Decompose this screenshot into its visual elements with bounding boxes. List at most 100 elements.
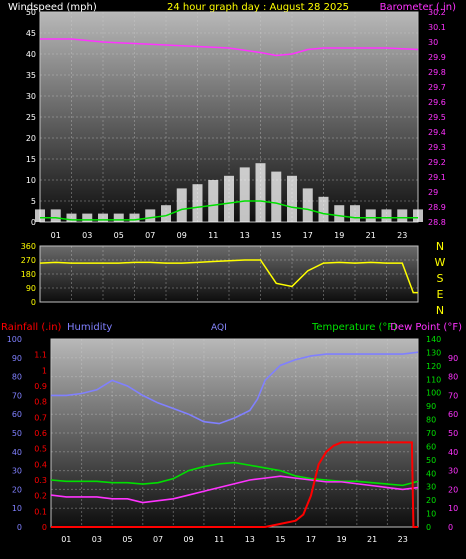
x-tick-label: 19 (334, 231, 344, 240)
direction-panel (39, 245, 419, 303)
direction-letter: N (436, 240, 444, 253)
x-tick-label: 21 (366, 231, 376, 240)
barometer-tick-label: 29.7 (428, 83, 446, 92)
dewpoint-tick-label: 30 (448, 467, 458, 476)
barometer-tick-label: 29 (428, 188, 438, 197)
wind-gust-bar (145, 209, 156, 222)
rain-tick-label: 0.6 (34, 429, 47, 438)
wind-tick-label: 50 (26, 8, 36, 17)
rain-tick-label: 1 (42, 366, 47, 375)
direction-tick-label: 270 (21, 256, 36, 265)
x-tick-label: 13 (240, 231, 250, 240)
rain-tick-label: 0.4 (34, 460, 47, 469)
wind-direction-line (39, 259, 418, 294)
wind-tick-label: 40 (26, 50, 36, 59)
x-tick-label: 19 (336, 535, 346, 544)
dewpoint-line (50, 475, 419, 504)
barometer-tick-label: 29.6 (428, 98, 446, 107)
x-tick-label: 03 (92, 535, 102, 544)
temperature-tick-label: 40 (426, 469, 436, 478)
wind-gust-bar (334, 205, 345, 222)
rain-tick-label: 0.7 (34, 413, 47, 422)
barometer-tick-label: 29.2 (428, 158, 446, 167)
direction-tick-label: 90 (26, 284, 36, 293)
x-tick-label: 21 (367, 535, 377, 544)
wind-gust-bar (255, 163, 266, 222)
barometer-tick-label: 28.9 (428, 203, 446, 212)
barometer-tick-label: 29.8 (428, 68, 446, 77)
wind-gust-bar (82, 213, 93, 222)
x-tick-label: 09 (184, 535, 194, 544)
wind-gust-bar (350, 205, 360, 222)
temperature-tick-label: 110 (426, 375, 441, 384)
direction-letter: S (437, 272, 444, 285)
x-tick-label: 15 (271, 231, 281, 240)
direction-tick-label: 360 (21, 242, 36, 251)
barometer-tick-label: 29.1 (428, 173, 446, 182)
wind-tick-label: 25 (26, 113, 36, 122)
direction-letter: E (437, 288, 444, 301)
dewpoint-tick-label: 50 (448, 429, 458, 438)
humidity-tick-label: 70 (12, 391, 22, 400)
temperature-tick-label: 30 (426, 483, 436, 492)
rain-tick-label: 0.1 (34, 507, 47, 516)
wind-tick-label: 30 (26, 92, 36, 101)
x-tick-label: 01 (51, 231, 61, 240)
wind-gust-bar (271, 171, 282, 222)
temperature-tick-label: 100 (426, 389, 441, 398)
direction-tick-label: 180 (21, 270, 36, 279)
wind-gust-bar (192, 184, 203, 222)
x-tick-label: 05 (114, 231, 124, 240)
temperature-tick-label: 90 (426, 402, 436, 411)
temperature-axis-title: Temperature (°F) (311, 322, 397, 333)
x-tick-label: 09 (177, 231, 187, 240)
x-tick-label: 07 (145, 231, 155, 240)
temperature-line (50, 461, 419, 487)
rain-tick-label: 0.8 (34, 398, 47, 407)
wind-gust-bar (129, 213, 140, 222)
barometer-tick-label: 29.4 (428, 128, 446, 137)
x-tick-label: 05 (122, 535, 132, 544)
rain-tick-label: 0.5 (34, 445, 47, 454)
rainfall-line (51, 441, 418, 528)
x-tick-label: 01 (61, 535, 71, 544)
graph-title: 24 hour graph day : August 28 2025 (167, 2, 349, 13)
rain-tick-label: 0.9 (34, 382, 47, 391)
dewpoint-tick-label: 60 (448, 410, 458, 419)
wind-tick-label: 0 (31, 218, 36, 227)
dewpoint-tick-label: 90 (448, 354, 458, 363)
barometer-tick-label: 29.3 (428, 143, 446, 152)
humidity-tick-label: 50 (12, 429, 22, 438)
x-tick-label: 11 (208, 231, 218, 240)
wind-gust-bar (176, 188, 187, 222)
wind-gust-bar (413, 209, 423, 222)
x-tick-label: 03 (82, 231, 92, 240)
wind-gust-bar (381, 209, 392, 222)
temperature-tick-label: 70 (426, 429, 436, 438)
wind-gust-bar (302, 188, 313, 222)
wind-gust-bar (239, 167, 250, 222)
x-tick-label: 23 (398, 535, 408, 544)
x-tick-label: 17 (306, 535, 316, 544)
direction-letter: W (435, 256, 446, 269)
humidity-tick-label: 80 (12, 373, 22, 382)
x-tick-label: 13 (245, 535, 255, 544)
wind-gust-bar (98, 213, 108, 222)
humidity-tick-label: 0 (17, 523, 22, 532)
wind-average-line (40, 200, 418, 221)
humidity-axis-title: Humidity (67, 322, 112, 333)
dewpoint-tick-label: 40 (448, 448, 458, 457)
barometer-tick-label: 29.5 (428, 113, 446, 122)
wind-gust-bar (50, 209, 61, 222)
x-tick-label: 11 (214, 535, 224, 544)
rain-tick-label: 0 (42, 523, 47, 532)
wind-gust-bar (287, 175, 297, 222)
barometer-tick-label: 30.2 (428, 8, 446, 17)
temperature-tick-label: 0 (426, 523, 431, 532)
wind-tick-label: 10 (26, 176, 36, 185)
rain-tick-label: 0.3 (34, 476, 47, 485)
wind-gust-bar (35, 209, 45, 222)
humidity-tick-label: 40 (12, 448, 22, 457)
climate-panel (50, 338, 419, 528)
wind-gust-bar (66, 213, 77, 222)
